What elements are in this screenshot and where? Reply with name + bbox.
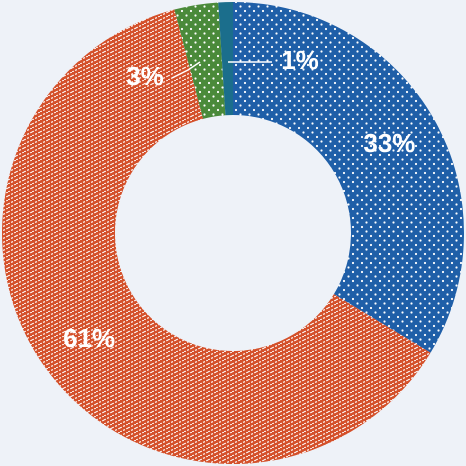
data-label: 61% [63,323,115,353]
leader-line [171,61,201,79]
slice [1,9,431,464]
slice [233,2,465,353]
slice [218,2,233,116]
data-label: 33% [363,128,415,158]
data-label: 3% [126,61,164,91]
data-label: 1% [281,45,319,75]
slice [174,2,226,119]
